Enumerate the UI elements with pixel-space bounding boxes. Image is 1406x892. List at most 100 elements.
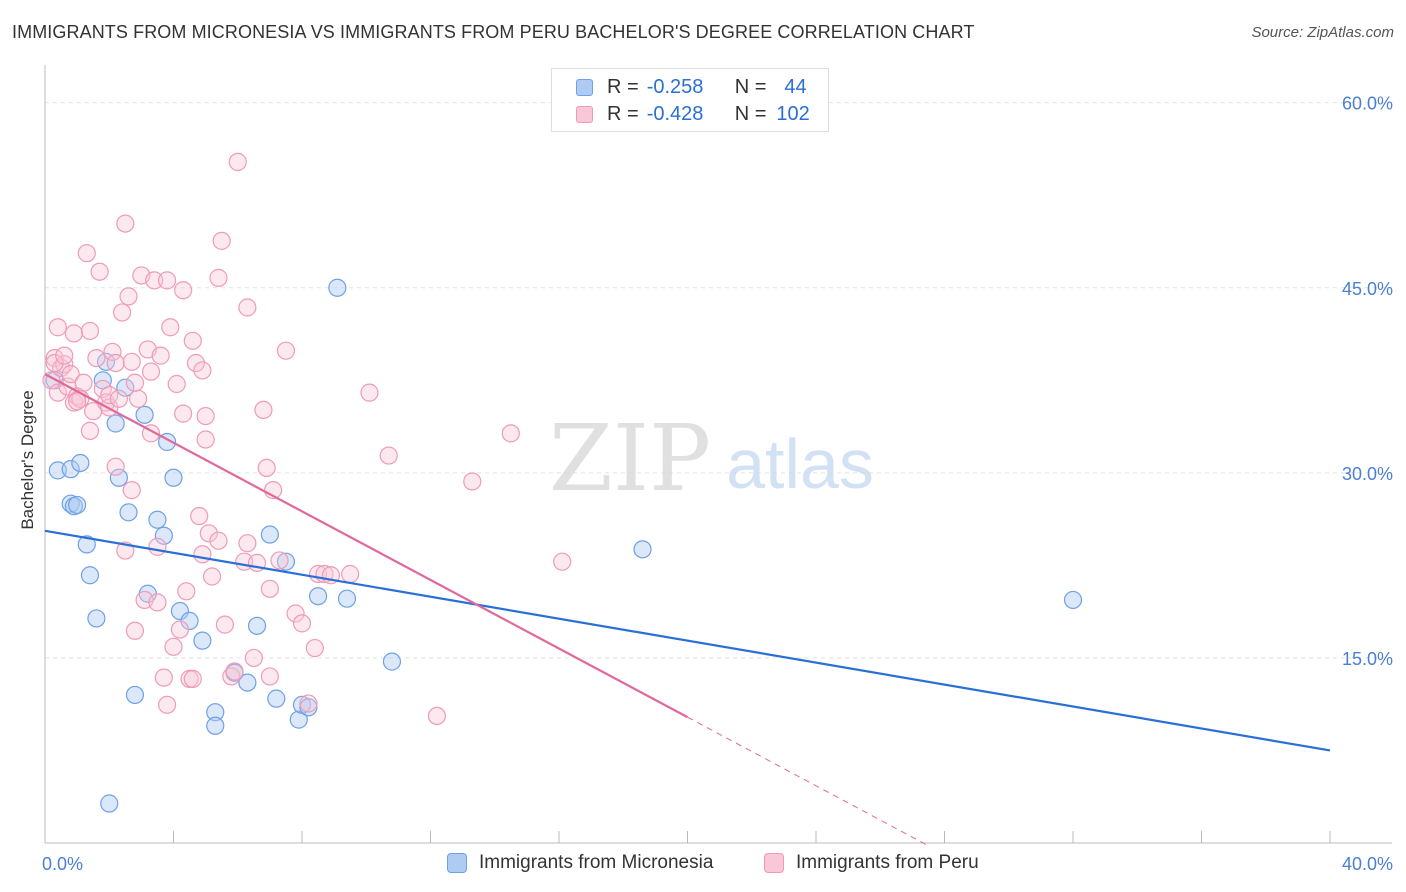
peru-point: [106, 353, 125, 373]
legend-row-micronesia: R = -0.258 N = 44: [576, 74, 807, 100]
peru-point: [174, 281, 193, 300]
micronesia-point: [106, 414, 125, 433]
peru-point: [161, 318, 180, 337]
legend-label-peru: Immigrants from Peru: [796, 852, 979, 873]
peru-trend-line: [44, 373, 689, 719]
peru-point: [193, 361, 212, 380]
micronesia-point: [119, 503, 138, 522]
legend-n-value: 102: [776, 102, 810, 125]
peru-point: [103, 342, 122, 362]
peru-point: [215, 615, 234, 634]
x-tick-label: 40.0%: [1342, 854, 1393, 874]
peru-point: [260, 579, 279, 598]
legend-row-peru: R = -0.428 N = 102: [576, 101, 810, 127]
micronesia-point: [87, 609, 106, 628]
peru-point: [45, 353, 64, 373]
micronesia-point: [382, 652, 402, 671]
peru-point: [55, 346, 74, 365]
peru-point: [148, 537, 167, 556]
peru-point: [553, 552, 572, 571]
y-tick-label: 15.0%: [1342, 649, 1393, 669]
peru-point: [286, 604, 305, 623]
peru-point: [106, 457, 125, 476]
y-tick-label: 30.0%: [1342, 464, 1393, 484]
peru-point: [170, 620, 190, 639]
micronesia-point: [247, 616, 267, 635]
micronesia-point: [96, 352, 116, 371]
peru-point: [183, 331, 202, 350]
peru-point: [74, 373, 93, 392]
micronesia-point: [238, 673, 257, 692]
micronesia-point: [164, 468, 183, 487]
peru-point: [186, 353, 206, 373]
peru-point: [80, 321, 100, 341]
micronesia-point: [80, 566, 100, 585]
chart-title: IMMIGRANTS FROM MICRONESIA VS IMMIGRANTS…: [12, 22, 975, 42]
y-axis-label: Bachelor's Degree: [18, 390, 37, 530]
peru-point: [199, 524, 218, 543]
peru-point: [254, 400, 273, 420]
peru-point: [202, 567, 222, 586]
legend-swatch-pink: [576, 105, 593, 123]
peru-point: [90, 262, 109, 281]
y-tick-label: 45.0%: [1342, 279, 1393, 299]
peru-point: [122, 352, 141, 371]
legend-item-micronesia: Immigrants from Micronesia: [447, 852, 713, 874]
micronesia-point: [206, 703, 225, 722]
peru-point: [238, 534, 257, 553]
legend-swatch-blue: [447, 853, 467, 873]
micronesia-point: [328, 278, 347, 297]
peru-point: [80, 421, 100, 440]
micronesia-point: [148, 510, 167, 529]
micronesia-point: [1063, 590, 1083, 610]
peru-point: [463, 472, 482, 491]
peru-point: [112, 303, 132, 322]
peru-point: [87, 348, 106, 368]
peru-point: [157, 271, 177, 290]
peru-point: [225, 662, 244, 681]
peru-point: [222, 667, 241, 686]
peru-point: [157, 695, 177, 714]
peru-point: [48, 383, 67, 402]
watermark-atlas: atlas: [726, 425, 874, 503]
peru-point: [125, 621, 145, 640]
peru-point: [212, 231, 231, 250]
peru-point: [379, 446, 398, 465]
micronesia-point: [337, 589, 357, 608]
peru-point: [360, 383, 379, 402]
peru-trend-extension: [687, 716, 929, 847]
peru-point: [77, 244, 96, 263]
legend-r-value: -0.428: [646, 102, 704, 125]
peru-point: [109, 389, 128, 408]
peru-point: [292, 614, 312, 633]
peru-point: [228, 152, 247, 172]
peru-point: [129, 389, 148, 408]
peru-point: [276, 341, 296, 360]
peru-point: [209, 268, 228, 287]
peru-point: [116, 214, 135, 233]
micronesia-point: [77, 535, 96, 554]
peru-point: [68, 392, 87, 411]
micronesia-point: [109, 468, 128, 487]
peru-point: [177, 582, 196, 601]
peru-point: [125, 373, 145, 392]
peru-point: [209, 531, 228, 550]
peru-point: [164, 637, 183, 656]
peru-point: [341, 564, 360, 584]
micronesia-point: [135, 405, 154, 424]
micronesia-point: [193, 631, 212, 650]
peru-point: [119, 287, 138, 306]
peru-point: [122, 481, 141, 500]
micronesia-point: [289, 710, 308, 729]
peru-point: [427, 706, 447, 726]
legend-label-micronesia: Immigrants from Micronesia: [479, 852, 714, 873]
peru-point: [174, 404, 193, 423]
peru-point: [299, 694, 318, 713]
legend-n-label: N =: [734, 75, 767, 98]
legend-item-peru: Immigrants from Peru: [764, 852, 979, 874]
peru-point: [148, 593, 167, 612]
legend-n-value: 44: [784, 75, 807, 98]
micronesia-trend-line: [44, 529, 1331, 752]
peru-point: [183, 669, 202, 688]
